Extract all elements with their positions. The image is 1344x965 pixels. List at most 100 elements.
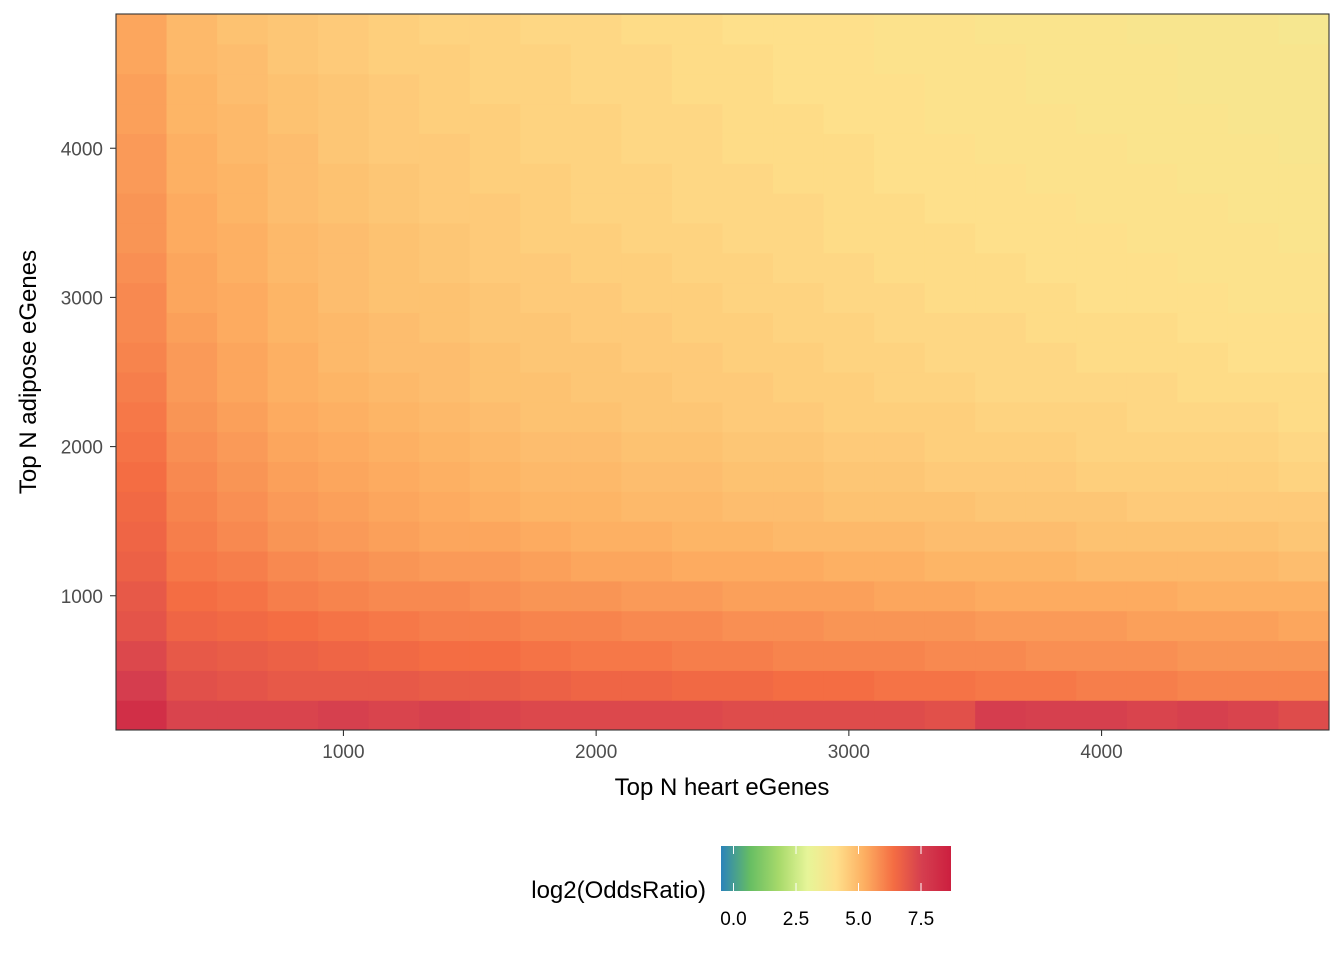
heatmap-cell [671,73,724,105]
heatmap-cell [419,580,471,612]
heatmap-cell [722,103,774,134]
heatmap-cell [671,461,724,492]
heatmap-cell [671,551,724,582]
heatmap-cell [1177,43,1229,75]
heatmap-cell [217,640,269,671]
heatmap-cell [570,521,623,552]
heatmap-cell [520,372,572,403]
heatmap-cell [368,312,420,343]
heatmap-cell [621,193,673,224]
heatmap-cell [1076,193,1128,224]
heatmap-cell [217,193,269,224]
heatmap-cell [773,610,825,642]
heatmap-cell [469,491,521,522]
heatmap-cell [773,14,825,45]
heatmap-cell [874,133,926,164]
heatmap-cell [166,521,218,552]
heatmap-cell [570,580,623,612]
heatmap-cell [621,521,673,552]
heatmap-cell [166,73,218,105]
heatmap-cell [722,193,774,224]
heatmap-cell [419,103,471,134]
heatmap-cell [1076,491,1128,522]
heatmap-cell [318,193,370,224]
heatmap-cell [166,580,218,612]
heatmap-cell [1177,222,1229,254]
heatmap-cell [217,491,269,522]
heatmap-cell [419,670,471,701]
heatmap-cell [318,551,370,582]
heatmap-cell [1177,521,1229,552]
heatmap-cell [419,521,471,552]
heatmap-cell [975,640,1027,671]
heatmap-cell [1076,610,1128,642]
heatmap-cell [1126,670,1178,701]
heatmap-cell [671,312,724,343]
heatmap-cell [924,610,976,642]
heatmap-cell [823,431,875,463]
heatmap-cell [1076,282,1128,313]
heatmap-cell [1177,431,1229,463]
heatmap-cell [773,580,825,612]
heatmap-cell [975,610,1027,642]
heatmap-cell [874,103,926,134]
heatmap-cell [419,163,471,194]
heatmap-cell [874,640,926,671]
heatmap-cell [823,342,875,373]
heatmap-cell [318,312,370,343]
heatmap-cell [116,670,168,701]
heatmap-cell [924,461,976,492]
heatmap-cell [874,222,926,254]
heatmap-cell [1278,133,1329,164]
heatmap-cell [924,103,976,134]
heatmap-cell [1227,372,1280,403]
heatmap-cell [520,252,572,284]
heatmap-cell [722,372,774,403]
heatmap-cell [773,640,825,671]
heatmap-cell [368,670,420,701]
heatmap-cell [621,640,673,671]
heatmap-cell [1177,580,1229,612]
heatmap-cell [874,372,926,403]
heatmap-cell [520,103,572,134]
heatmap-cell [621,372,673,403]
heatmap-cell [1177,610,1229,642]
heatmap-cell [975,133,1027,164]
heatmap-cell [773,401,825,433]
heatmap-cell [1126,401,1178,433]
heatmap-cell [621,401,673,433]
heatmap-cell [267,610,319,642]
heatmap-cell [722,252,774,284]
heatmap-cell [975,43,1027,75]
heatmap-cell [975,252,1027,284]
heatmap-cell [520,43,572,75]
heatmap-cell [924,700,976,730]
heatmap-cell [1227,133,1280,164]
heatmap-cell [1076,431,1128,463]
heatmap-cell [469,312,521,343]
heatmap-cell [924,640,976,671]
heatmap-cell [166,431,218,463]
heatmap-cell [975,73,1027,105]
heatmap-cell [671,43,724,75]
heatmap-cell [217,610,269,642]
heatmap-cell [975,670,1027,701]
heatmap-cell [621,133,673,164]
heatmap-cell [1126,222,1178,254]
heatmap-cell [469,252,521,284]
heatmap-cell [773,700,825,730]
heatmap-cell [1227,103,1280,134]
heatmap-cell [318,14,370,45]
heatmap-cell [823,670,875,701]
heatmap-cell [823,491,875,522]
heatmap-cell [924,372,976,403]
heatmap-cell [1177,640,1229,671]
heatmap-cell [166,163,218,194]
heatmap-cell [217,73,269,105]
heatmap-cell [570,401,623,433]
heatmap-cell [1227,222,1280,254]
heatmap-cell [874,551,926,582]
heatmap-cell [419,342,471,373]
heatmap-cell [1126,461,1178,492]
heatmap-cell [975,312,1027,343]
